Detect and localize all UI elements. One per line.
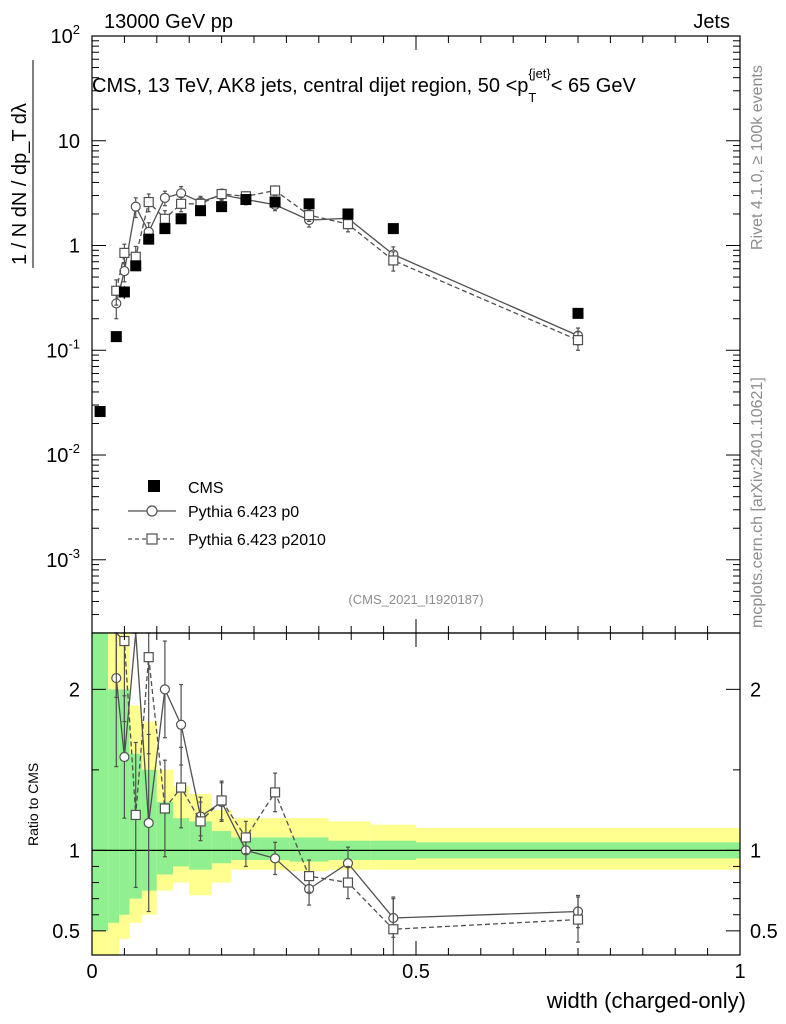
y-tick-label: 10-2	[46, 441, 80, 467]
data-point-p2010	[572, 335, 584, 346]
ratio-y-label: Ratio to CMS	[25, 763, 41, 846]
ratio-point-p2010	[130, 809, 141, 821]
ratio-tick-label-right: 1	[750, 840, 761, 862]
x-axis: 0 0.5 1	[86, 633, 746, 983]
uncertainty-band-inner	[289, 837, 329, 862]
data-point-p2010	[269, 185, 281, 196]
legend-marker-cms	[148, 480, 160, 492]
ratio-point-p2010	[342, 877, 354, 888]
data-point-p2010	[216, 188, 227, 200]
ratio-tick-label: 2	[69, 679, 80, 701]
uncertainty-band-inner	[211, 831, 232, 864]
data-point-cms	[572, 307, 584, 319]
ratio-bands	[92, 633, 740, 955]
data-point-cms	[175, 213, 187, 225]
ratio-tick-label-right: 2	[750, 679, 761, 701]
data-point-cms	[303, 198, 315, 210]
data-point-cms	[195, 205, 207, 217]
ratio-point-p2010	[216, 795, 227, 806]
uncertainty-band-inner	[173, 818, 190, 867]
y-tick-label: 10	[58, 131, 80, 153]
data-point-cms	[159, 223, 171, 235]
ratio-line-p2010	[115, 632, 579, 930]
y-axis-label-text: 1 / N dN / dp_T dλ	[9, 103, 31, 265]
x-tick-label: 1	[734, 961, 745, 983]
y-tick-label: 102	[51, 22, 80, 48]
data-point-cms	[342, 208, 354, 220]
ratio-point-p2010	[143, 652, 154, 663]
legend-label-cms: CMS	[188, 480, 224, 497]
ratio-point-p2010	[240, 832, 251, 843]
data-point-p0	[176, 188, 187, 199]
ratio-tick-label-right: 0.5	[750, 921, 778, 943]
ratio-point-p2010	[176, 782, 187, 793]
y-tick-label: 10-1	[46, 336, 80, 362]
data-point-p2010	[388, 255, 399, 266]
ratio-point-p2010	[388, 924, 399, 935]
ratio-point-p2010	[303, 871, 315, 882]
legend-label-p0: Pythia 6.423 p0	[188, 504, 299, 521]
data-point-p2010	[342, 219, 354, 230]
data-point-cms	[269, 196, 281, 208]
chart-title: CMS, 13 TeV, AK8 jets, central dijet reg…	[92, 66, 636, 105]
ratio-point-p2010	[195, 816, 206, 827]
ratio-point-p0	[269, 853, 281, 864]
data-point-p0	[130, 201, 141, 212]
y-axis-label: 1 / N dN / dp_T dλ	[9, 60, 34, 268]
analysis-id: (CMS_2021_I1920187)	[348, 592, 483, 607]
ratio-point-p2010	[159, 803, 170, 814]
uncertainty-band-inner	[108, 689, 120, 923]
ratio-point-p0	[159, 684, 170, 695]
data-point-p2010	[130, 251, 141, 262]
data-point-cms	[130, 260, 142, 272]
data-point-cms	[387, 223, 399, 235]
mcplots-label: mcplots.cern.ch [arXiv:2401.10621]	[749, 377, 766, 628]
data-point-p0	[119, 265, 130, 277]
ratio-axes: 0.5 0.5 1 1 2 2	[52, 679, 778, 943]
data-point-p2010	[303, 210, 315, 221]
ratio-series-layer	[111, 632, 584, 956]
legend-marker-p2010	[146, 533, 158, 545]
data-point-p2010	[119, 247, 130, 259]
data-point-cms	[143, 233, 155, 245]
x-axis-label: width (charged-only)	[546, 988, 746, 1013]
data-point-cms	[94, 406, 106, 418]
y-tick-label: 10-3	[46, 546, 80, 572]
data-point-p0	[159, 192, 170, 203]
data-point-cms	[240, 193, 252, 205]
data-point-p2010	[143, 196, 154, 208]
legend-marker-p0	[146, 505, 158, 517]
data-point-cms	[118, 286, 130, 298]
x-tick-label: 0.5	[402, 961, 430, 983]
header-left: 13000 GeV pp	[104, 11, 233, 33]
uncertainty-band-inner	[92, 633, 109, 931]
y-tick-label: 1	[69, 236, 80, 258]
data-point-p2010	[176, 198, 187, 209]
ratio-tick-label: 0.5	[52, 921, 80, 943]
uncertainty-band-inner	[141, 769, 157, 891]
ratio-line-p0	[115, 632, 579, 919]
data-point-cms	[216, 201, 228, 213]
legend-label-p2010: Pythia 6.423 p2010	[188, 532, 326, 549]
data-point-p2010	[159, 213, 170, 224]
ratio-point-p2010	[269, 787, 281, 798]
main-series-layer	[94, 185, 584, 418]
uncertainty-band-inner	[189, 821, 212, 870]
ratio-tick-label: 1	[69, 840, 80, 862]
rivet-version-label: Rivet 4.1.0, ≥ 100k events	[749, 65, 766, 250]
ratio-point-p0	[143, 817, 154, 829]
legend: CMS Pythia 6.423 p0 Pythia 6.423 p2010	[128, 480, 326, 549]
ratio-point-p0	[119, 751, 130, 763]
header-right: Jets	[693, 11, 730, 33]
ratio-point-p0	[176, 719, 187, 730]
data-point-cms	[110, 331, 122, 343]
ratio-point-p2010	[572, 914, 584, 925]
series-line-p2010	[115, 189, 579, 341]
x-tick-label: 0	[86, 961, 97, 983]
